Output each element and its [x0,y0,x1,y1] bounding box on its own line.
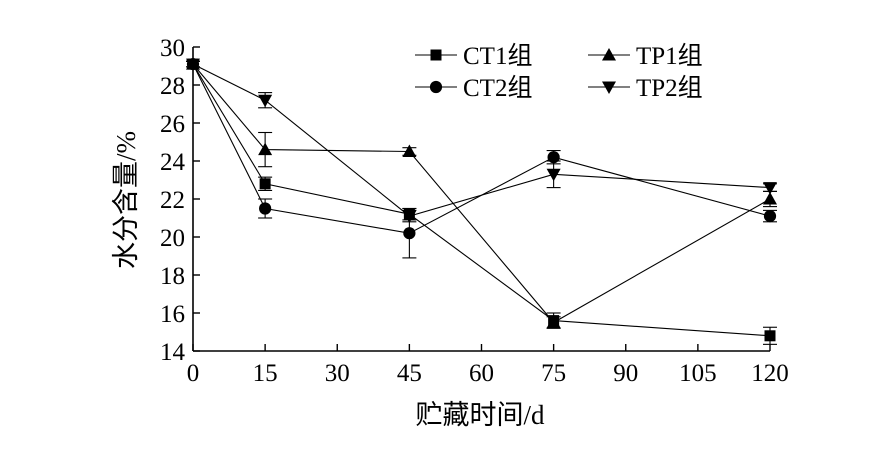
data-point [186,58,200,72]
legend-label: TP1组 [636,42,703,70]
series-line [192,63,771,324]
data-point [764,330,776,342]
data-point [763,192,777,205]
x-tick-label: 105 [679,360,717,387]
x-tick-label: 15 [253,360,278,387]
x-tick-label: 30 [325,360,350,387]
data-point [546,168,561,182]
x-axis-label: 贮藏时间/d [415,400,545,430]
legend-item: TP1组 [588,42,703,70]
data-point [259,202,272,215]
x-axis-ticks: 0 15 30 45 60 75 90 105 120 [187,344,789,387]
legend-item: TP2组 [588,74,703,102]
data-point [402,144,417,157]
y-tick-label: 28 [160,73,185,100]
x-tick-label: 45 [397,360,422,387]
legend-marker [602,81,616,94]
data-point [258,142,273,156]
legend-item: CT2组 [415,74,532,102]
data-point [403,227,416,240]
x-tick-label: 120 [751,360,789,387]
y-tick-label: 26 [160,111,185,138]
data-point [546,315,561,328]
legend-label: CT1组 [463,42,532,70]
y-axis-ticks: 14 16 18 20 22 24 26 28 30 [160,35,200,366]
y-tick-label: 14 [160,339,186,366]
legend-marker [430,49,442,61]
legend-marker [429,80,443,94]
data-point [763,182,777,195]
x-tick-label: 60 [469,360,494,387]
data-point [402,210,417,224]
legend-item: CT1组 [415,42,532,70]
y-tick-label: 22 [160,187,185,214]
y-tick-label: 24 [160,149,186,176]
data-point [547,151,560,164]
legend: CT1组 TP1组 CT2组 TP2组 [415,42,703,102]
y-tick-label: 30 [160,35,185,62]
y-tick-label: 18 [160,263,185,290]
series-4 [186,58,777,224]
legend-marker [602,48,616,61]
series-line [192,63,771,337]
x-tick-label: 90 [613,360,638,387]
data-point [258,94,273,108]
series-layer [186,57,777,345]
x-tick-label: 0 [187,360,200,387]
x-tick-label: 75 [541,360,566,387]
y-axis-label: 水分含量/% [111,131,141,269]
data-point [763,210,777,223]
legend-label: CT2组 [463,74,532,102]
data-point [259,178,271,190]
y-tick-label: 20 [160,225,185,252]
y-tick-label: 16 [160,301,185,328]
legend-label: TP2组 [636,74,703,102]
